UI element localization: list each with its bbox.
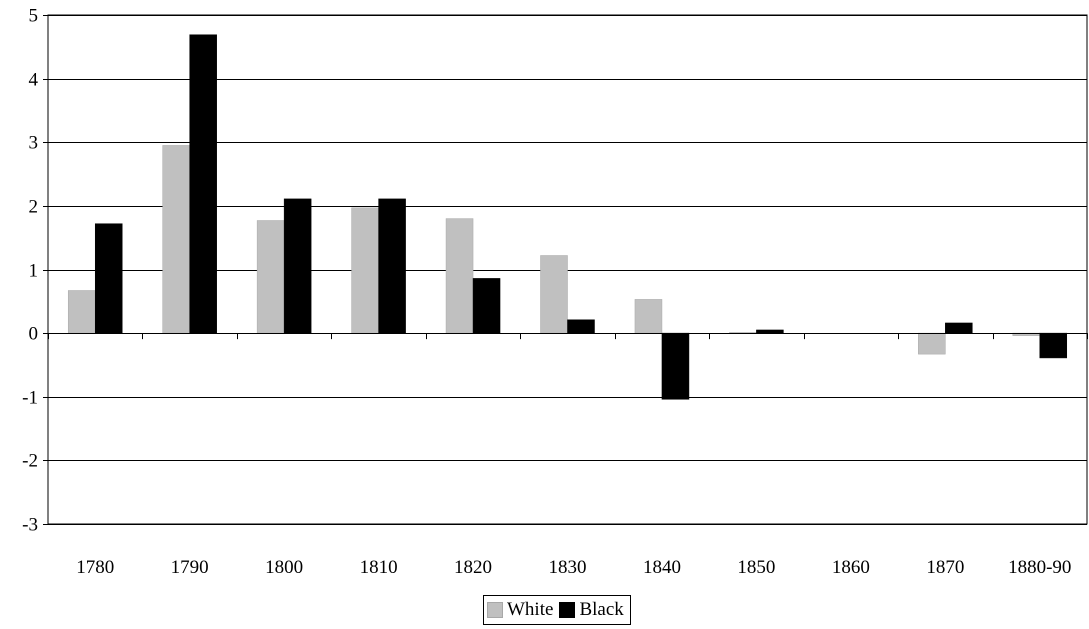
bar-white-1810: [351, 207, 379, 334]
chart-canvas: -3 -2 -1 0 1 2 3 4 5 1780 1790 1800 1810 1820 1830 184…: [22, 6, 1088, 578]
bar-black-1880-90: [1039, 332, 1068, 359]
bar-black-1870: [945, 322, 973, 334]
y-tick-label: -1: [22, 388, 38, 409]
bar-white-1840: [634, 299, 663, 334]
y-tick-label: -2: [22, 451, 38, 472]
x-tick-label: 1800: [265, 557, 303, 578]
bar-black-1820: [472, 278, 501, 334]
x-tick-label: 1860: [832, 557, 870, 578]
x-tick-label: 1870: [926, 557, 964, 578]
bar-black-1830: [567, 319, 595, 334]
y-tick-label: 4: [29, 70, 39, 91]
bar-black-1790: [189, 34, 217, 334]
legend-label-white: White: [507, 599, 554, 620]
legend: White Black: [483, 595, 631, 625]
y-tick-label: -3: [22, 515, 38, 536]
bar-white-1780: [67, 290, 96, 334]
x-tick-label: 1780: [76, 557, 114, 578]
x-tick-label: 1840: [643, 557, 681, 578]
x-tick-label: 1820: [454, 557, 492, 578]
y-tick-label: 2: [29, 197, 39, 218]
bar-white-1820: [445, 218, 474, 334]
x-tick-labels: 1780 1790 1800 1810 1820 1830 1840 1850 1860 1870…: [76, 557, 1071, 578]
legend-entry-black: Black: [559, 599, 624, 621]
x-tick-label: 1880-90: [1008, 557, 1071, 578]
bar-white-1870: [918, 332, 946, 355]
x-tick-label: 1790: [171, 557, 209, 578]
bar-black-1780: [94, 223, 123, 334]
legend-entry-white: White: [487, 599, 553, 621]
bar-white-1800: [256, 220, 285, 334]
x-tick-label: 1830: [549, 557, 587, 578]
y-tick-label: 0: [29, 324, 39, 345]
bar-black-1850: [756, 329, 784, 334]
x-tick-label: 1850: [737, 557, 775, 578]
bars: [67, 34, 1068, 400]
legend-swatch-black: [559, 602, 576, 618]
axes: [43, 14, 1088, 525]
y-tick-labels: -3 -2 -1 0 1 2 3 4 5: [22, 6, 38, 536]
y-tick-label: 3: [29, 133, 39, 154]
y-tick-label: 5: [29, 6, 39, 27]
legend-swatch-white: [487, 602, 503, 618]
x-tick-label: 1810: [360, 557, 398, 578]
bar-white-1830: [540, 255, 568, 334]
legend-label-black: Black: [579, 599, 624, 620]
plot-frame: [47, 14, 1088, 525]
bar-white-1790: [162, 145, 190, 334]
bar-black-1810: [378, 198, 406, 334]
bar-black-1840: [661, 332, 690, 400]
y-tick-label: 1: [29, 261, 39, 282]
bar-black-1800: [283, 198, 312, 334]
